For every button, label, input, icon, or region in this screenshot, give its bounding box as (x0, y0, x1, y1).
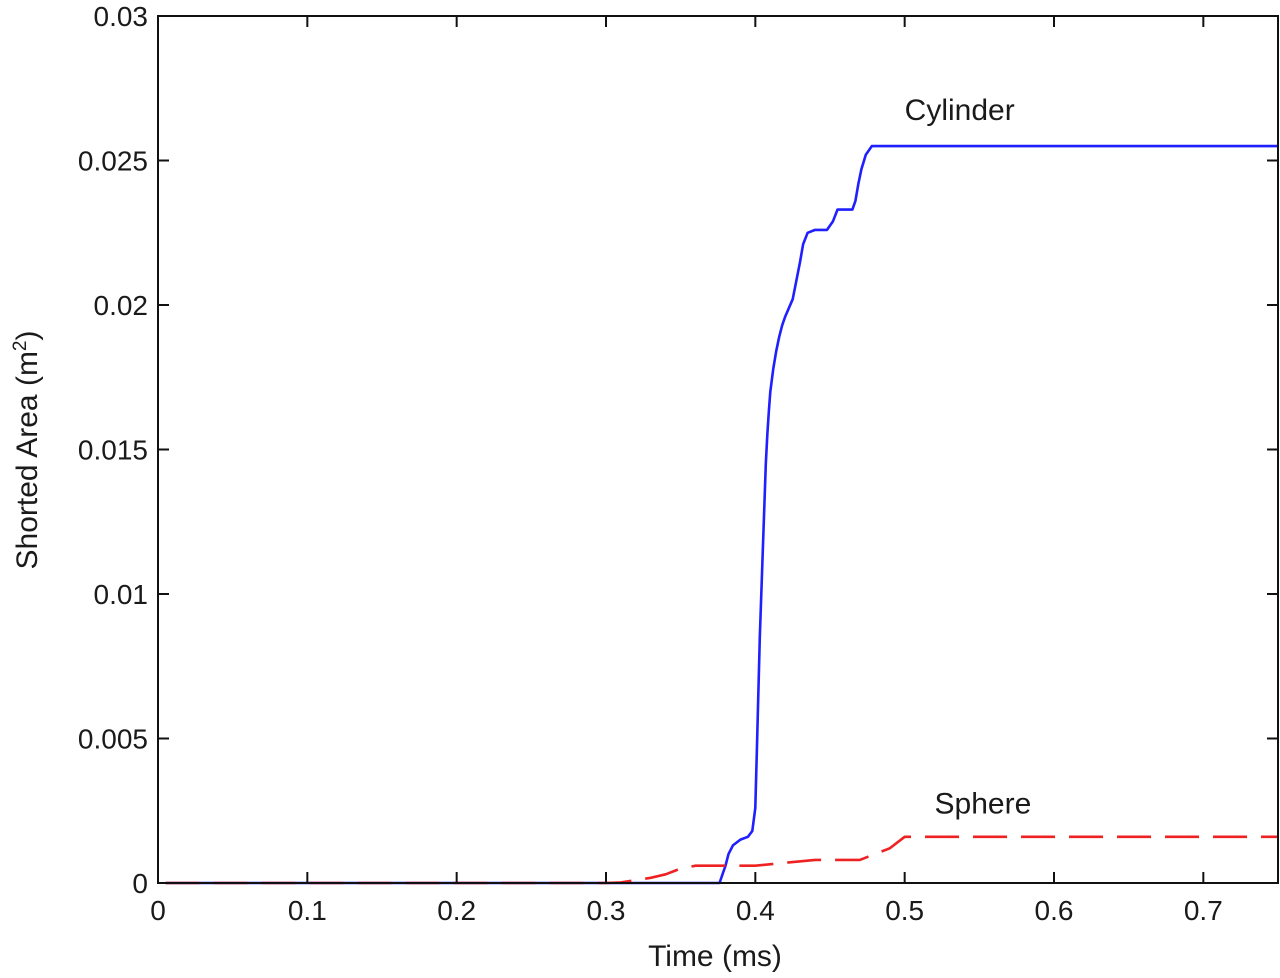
y-tick-label: 0.01 (94, 579, 149, 610)
y-tick-label: 0.03 (94, 1, 149, 32)
y-axis-label: Shorted Area (m2) (10, 330, 44, 569)
plot-area (158, 16, 1278, 883)
annotation-cylinder: Cylinder (905, 94, 1015, 127)
x-tick-label: 0.4 (736, 895, 775, 926)
plot-background (158, 16, 1278, 883)
x-tick-label: 0.6 (1035, 895, 1074, 926)
x-tick-label: 0.2 (437, 895, 476, 926)
y-tick-label: 0.02 (94, 290, 149, 321)
annotation-sphere: Sphere (935, 788, 1032, 821)
y-tick-label: 0.025 (78, 146, 148, 177)
y-tick-label: 0 (132, 868, 148, 899)
x-tick-label: 0.7 (1184, 895, 1223, 926)
x-tick-label: 0.1 (288, 895, 327, 926)
x-tick-label: 0 (150, 895, 166, 926)
x-axis-label: Time (ms) (648, 940, 782, 973)
y-tick-label: 0.015 (78, 435, 148, 466)
x-tick-label: 0.3 (587, 895, 626, 926)
tick-layer (157, 15, 1278, 884)
tick-label-layer: 0 0.1 0.2 0.3 0.4 0.5 0.6 0.7 0 0.005 0.01 0.015 0.0… (78, 1, 1223, 926)
y-tick-label: 0.005 (78, 724, 148, 755)
x-tick-label: 0.5 (885, 895, 924, 926)
series-line-cylinder (165, 144, 1278, 885)
annotation-layer: Cylinder Sphere (905, 94, 1032, 821)
